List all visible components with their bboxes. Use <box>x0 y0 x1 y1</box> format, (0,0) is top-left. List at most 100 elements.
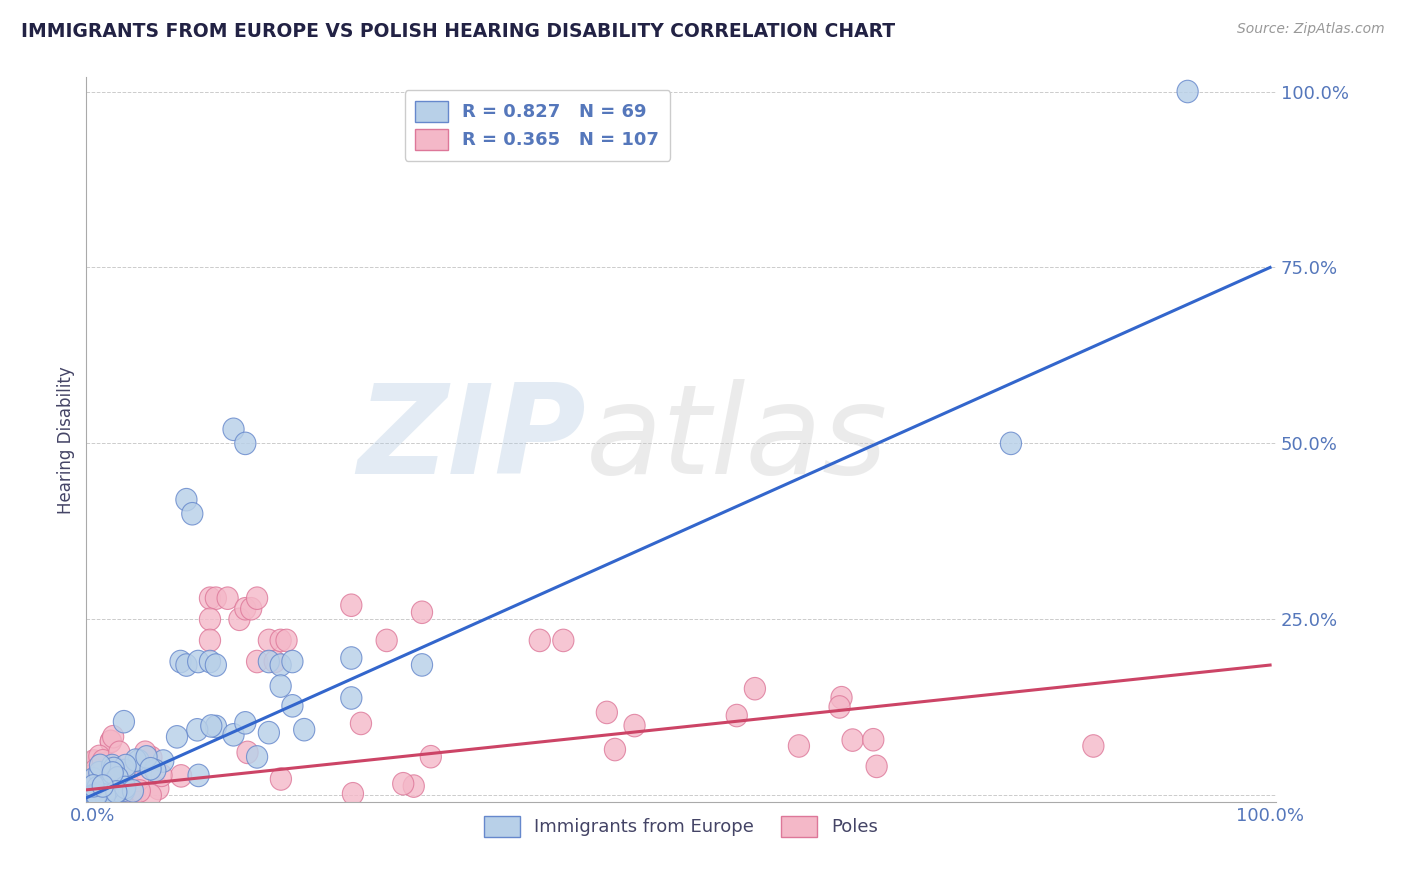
Ellipse shape <box>744 677 765 700</box>
Ellipse shape <box>115 760 136 783</box>
Ellipse shape <box>264 650 285 673</box>
Ellipse shape <box>103 784 124 806</box>
Ellipse shape <box>863 729 884 751</box>
Ellipse shape <box>270 675 291 698</box>
Ellipse shape <box>122 784 143 806</box>
Ellipse shape <box>200 608 221 631</box>
Ellipse shape <box>124 784 145 806</box>
Ellipse shape <box>1083 735 1104 757</box>
Ellipse shape <box>412 601 433 624</box>
Ellipse shape <box>89 782 110 805</box>
Ellipse shape <box>141 757 162 780</box>
Ellipse shape <box>224 723 245 746</box>
Ellipse shape <box>340 647 361 669</box>
Ellipse shape <box>392 772 413 795</box>
Text: atlas: atlas <box>586 379 889 500</box>
Ellipse shape <box>118 784 139 806</box>
Ellipse shape <box>94 784 115 806</box>
Ellipse shape <box>259 629 280 652</box>
Ellipse shape <box>240 598 262 620</box>
Ellipse shape <box>84 784 105 806</box>
Ellipse shape <box>141 784 162 806</box>
Ellipse shape <box>129 780 150 802</box>
Ellipse shape <box>90 784 111 806</box>
Ellipse shape <box>96 752 117 774</box>
Ellipse shape <box>170 650 191 673</box>
Ellipse shape <box>91 784 112 806</box>
Ellipse shape <box>205 654 226 676</box>
Ellipse shape <box>87 784 108 806</box>
Ellipse shape <box>114 779 135 802</box>
Ellipse shape <box>115 776 136 798</box>
Ellipse shape <box>90 784 111 806</box>
Ellipse shape <box>217 587 238 609</box>
Ellipse shape <box>281 650 304 673</box>
Ellipse shape <box>108 780 129 802</box>
Ellipse shape <box>98 784 120 806</box>
Ellipse shape <box>98 784 120 806</box>
Ellipse shape <box>246 587 267 609</box>
Ellipse shape <box>340 594 361 616</box>
Text: ZIP: ZIP <box>357 379 586 500</box>
Ellipse shape <box>128 749 149 772</box>
Ellipse shape <box>200 629 221 652</box>
Ellipse shape <box>108 741 129 764</box>
Ellipse shape <box>596 701 617 723</box>
Ellipse shape <box>350 712 371 735</box>
Ellipse shape <box>205 715 226 738</box>
Ellipse shape <box>103 762 124 784</box>
Ellipse shape <box>420 746 441 768</box>
Ellipse shape <box>103 757 124 780</box>
Ellipse shape <box>276 629 297 652</box>
Ellipse shape <box>97 778 120 801</box>
Ellipse shape <box>404 775 425 797</box>
Ellipse shape <box>166 725 187 748</box>
Ellipse shape <box>112 784 134 806</box>
Ellipse shape <box>270 768 291 790</box>
Ellipse shape <box>91 782 112 805</box>
Ellipse shape <box>83 768 104 790</box>
Ellipse shape <box>259 650 280 673</box>
Ellipse shape <box>84 784 105 806</box>
Text: IMMIGRANTS FROM EUROPE VS POLISH HEARING DISABILITY CORRELATION CHART: IMMIGRANTS FROM EUROPE VS POLISH HEARING… <box>21 22 896 41</box>
Ellipse shape <box>200 587 221 609</box>
Ellipse shape <box>340 687 361 709</box>
Ellipse shape <box>87 776 108 799</box>
Ellipse shape <box>201 714 222 737</box>
Ellipse shape <box>200 650 221 673</box>
Ellipse shape <box>96 753 117 775</box>
Ellipse shape <box>205 587 226 609</box>
Y-axis label: Hearing Disability: Hearing Disability <box>58 366 75 514</box>
Ellipse shape <box>86 784 107 806</box>
Ellipse shape <box>94 784 115 806</box>
Ellipse shape <box>235 598 256 620</box>
Ellipse shape <box>89 774 110 797</box>
Ellipse shape <box>90 776 112 798</box>
Ellipse shape <box>105 784 127 806</box>
Ellipse shape <box>605 739 626 761</box>
Ellipse shape <box>107 766 128 789</box>
Ellipse shape <box>136 746 157 768</box>
Ellipse shape <box>114 759 135 781</box>
Ellipse shape <box>83 749 104 772</box>
Ellipse shape <box>90 754 111 777</box>
Ellipse shape <box>84 784 105 806</box>
Ellipse shape <box>86 761 107 784</box>
Ellipse shape <box>94 784 115 806</box>
Ellipse shape <box>83 774 104 797</box>
Ellipse shape <box>96 773 117 796</box>
Ellipse shape <box>93 784 114 806</box>
Ellipse shape <box>176 654 197 676</box>
Ellipse shape <box>145 759 166 782</box>
Ellipse shape <box>118 772 139 795</box>
Ellipse shape <box>281 695 304 717</box>
Ellipse shape <box>91 784 112 806</box>
Ellipse shape <box>235 432 256 455</box>
Ellipse shape <box>94 767 115 789</box>
Ellipse shape <box>90 761 111 784</box>
Ellipse shape <box>87 784 108 806</box>
Ellipse shape <box>90 784 111 806</box>
Ellipse shape <box>235 712 256 734</box>
Ellipse shape <box>553 629 574 652</box>
Ellipse shape <box>83 784 104 806</box>
